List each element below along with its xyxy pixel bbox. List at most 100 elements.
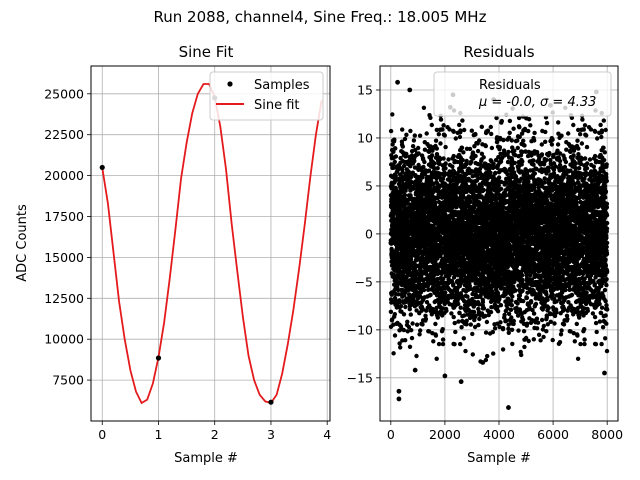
residual-point [503,318,509,323]
residual-point [508,307,514,312]
sample-point [155,355,162,361]
residual-point [460,118,465,123]
residual-point [432,200,438,205]
residual-point [414,308,419,313]
residual-point [440,176,446,181]
residual-point [468,322,473,327]
residual-point [479,124,484,129]
residual-point [401,312,407,317]
residual-point [507,130,512,135]
residual-point [477,138,482,143]
residual-point [423,316,429,322]
residual-point [407,294,412,300]
residual-point [414,322,420,327]
residual-point [511,318,516,324]
residual-point [501,137,506,143]
residual-point [441,276,446,281]
residual-point [392,295,398,301]
sine-fit-title: Sine Fit [179,43,234,61]
residual-point [403,338,408,343]
residual-point [453,136,458,141]
residual-point [407,344,413,349]
residual-point [388,309,394,314]
legend-samples-label: Samples [254,78,310,93]
residual-point [440,327,445,332]
residual-point [481,306,487,311]
residual-point [451,153,456,159]
sine-fit-y-tick-label: 7500 [52,373,84,388]
residual-point [506,311,512,316]
sine-fit-ylabel: ADC Counts [15,204,30,282]
residual-point [481,187,486,193]
residual-point [420,322,425,327]
sample-point [268,399,274,405]
residual-point [463,348,468,354]
residual-point [447,127,452,132]
residual-point [414,353,419,359]
residual-point [520,159,525,164]
residual-point [476,302,482,307]
sine-fit-y-tick-label: 12500 [44,291,84,306]
residual-point [510,166,515,171]
residual-point [435,166,440,171]
residual-point [457,310,462,316]
residual-point [406,324,412,330]
residual-point [458,305,463,310]
residual-point [490,329,495,335]
residual-point [520,317,526,322]
residual-point [453,329,458,335]
residual-point [393,173,398,178]
residual-point [450,164,455,169]
residual-point [443,144,448,150]
residual-point [390,112,395,117]
residual-point [443,290,448,295]
residual-point [404,132,409,137]
residual-point [424,131,429,136]
residual-point [426,149,432,154]
residual-point [404,151,409,157]
residual-point [509,298,514,303]
residual-point [440,337,446,342]
residual-point [491,351,496,356]
residual-point [417,133,423,138]
residual-point [458,128,463,133]
residual-point [408,164,413,169]
residual-point [461,336,466,341]
residual-point [465,294,470,299]
residual-point [476,322,481,328]
residual-point [455,159,460,165]
residual-point [392,312,397,317]
residual-point [444,308,449,313]
residual-point [435,315,440,320]
residual-point [512,148,517,153]
residual-point [421,105,427,111]
residual-point [506,326,511,331]
residual-point [473,153,478,159]
residual-point [498,186,504,192]
residual-point [458,341,463,347]
sine-fit-y-tick-label: 25000 [44,86,84,101]
residual-point [422,284,427,289]
sine-fit-y-tick-label: 22500 [44,127,84,142]
residual-point [398,345,403,350]
residual-point [405,319,410,324]
residual-point [516,328,521,333]
residual-point [464,322,469,327]
residual-point [461,150,466,155]
residual-point [436,132,441,137]
residual-point [509,138,514,143]
sine-fit-curve [101,83,323,405]
residual-point [426,168,432,173]
residual-point [500,347,506,352]
residual-point [421,287,427,293]
sine-fit-x-tick-label: 2 [211,427,219,442]
residual-point [501,148,507,153]
residual-point [432,161,437,166]
sine-fit-axes-frame [90,65,331,422]
residual-point [401,327,406,333]
residual-point [434,146,439,151]
